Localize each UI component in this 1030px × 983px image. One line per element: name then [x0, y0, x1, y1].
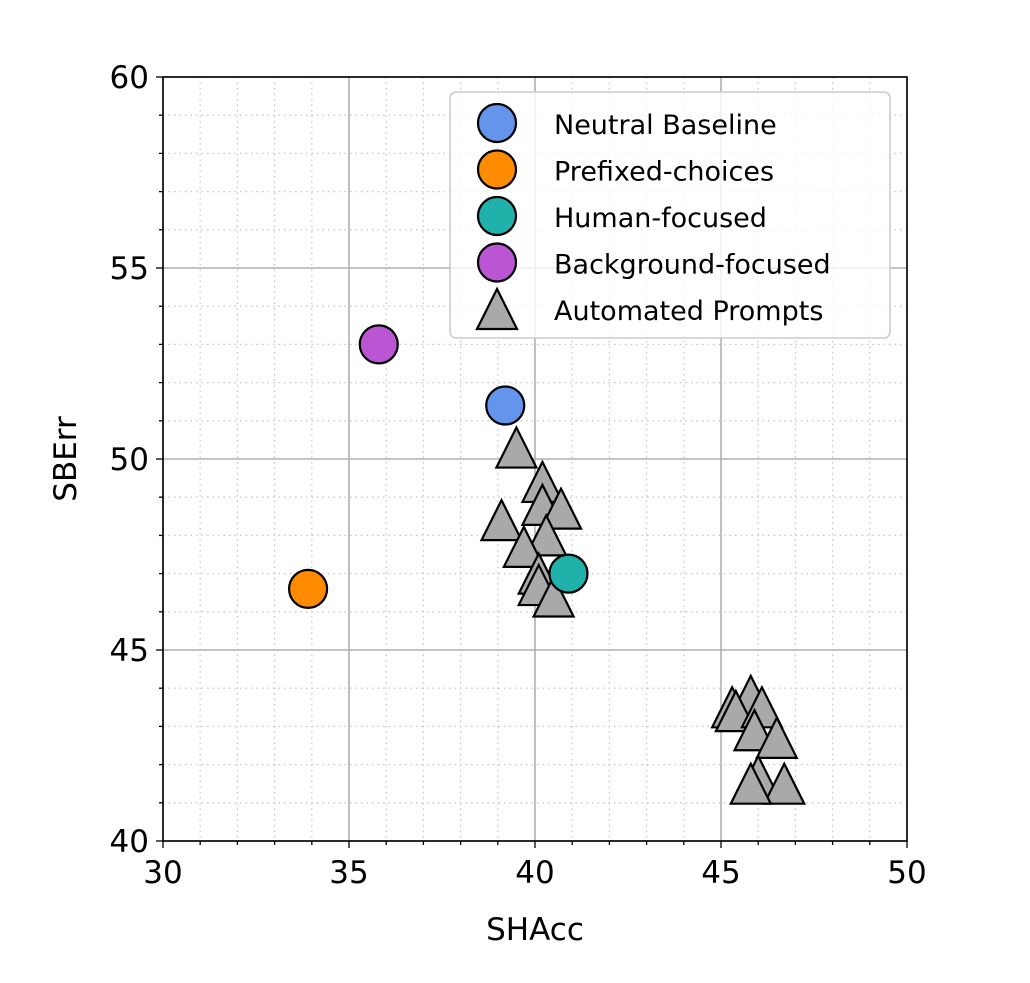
legend-circle-icon	[476, 149, 518, 190]
triangle-point	[539, 486, 583, 530]
x-tick-label: 50	[887, 855, 926, 891]
y-tick-label: 50	[110, 442, 149, 478]
legend-label: Human-focused	[554, 203, 767, 234]
legend-triangle-icon	[475, 286, 519, 331]
legend-label: Prefixed-choices	[554, 157, 774, 188]
legend-box	[449, 91, 891, 339]
x-tick-label: 30	[143, 855, 182, 891]
circle-point	[485, 385, 526, 426]
legend-circle-icon	[476, 195, 518, 237]
triangle-point	[494, 425, 539, 469]
triangle-point	[524, 512, 568, 557]
y-tick-label: 60	[110, 60, 149, 96]
data-points	[287, 324, 807, 805]
triangle-point	[531, 574, 576, 618]
y-tick-label: 40	[110, 824, 149, 860]
y-tick-label: 45	[110, 633, 149, 669]
triangle-point	[479, 497, 524, 542]
circle-point	[358, 324, 399, 365]
triangle-point	[502, 524, 546, 568]
legend: Neutral Baseline Prefixed-choices Human-fo…	[449, 91, 891, 339]
circle-point	[548, 553, 589, 594]
plot-frame	[162, 76, 908, 842]
legend-circle-icon	[476, 102, 518, 144]
legend-label: Neutral Baseline	[554, 110, 777, 141]
y-axis-label: SBErr	[48, 416, 84, 502]
triangle-point	[728, 761, 773, 805]
x-axis-label: SHAcc	[486, 912, 584, 948]
legend-label: Automated Prompts	[554, 296, 823, 327]
x-tick-label: 40	[515, 855, 554, 891]
circle-point	[287, 568, 329, 609]
y-tick-label: 55	[110, 251, 149, 287]
triangle-point	[762, 761, 807, 805]
legend-circle-icon	[476, 242, 518, 283]
triangle-point	[755, 715, 799, 759]
x-tick-label: 35	[329, 855, 368, 891]
axis-ticks: 30 35 40 45 50 40 45 50 55 60	[110, 60, 927, 891]
legend-label: Background-focused	[554, 250, 831, 281]
x-tick-label: 45	[701, 855, 740, 891]
